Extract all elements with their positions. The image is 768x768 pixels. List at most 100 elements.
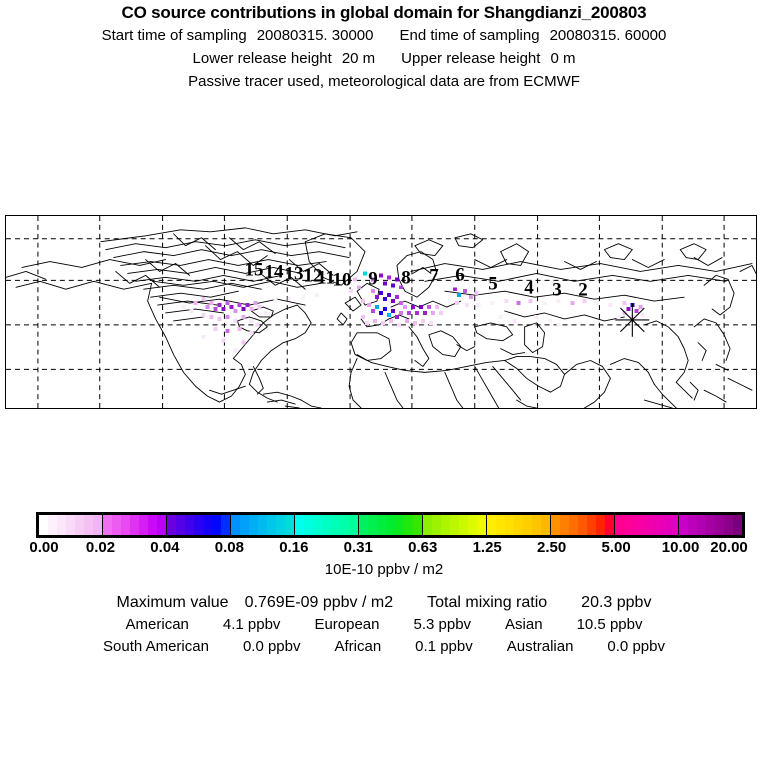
- colorbar-band: [221, 515, 230, 535]
- colorbar-tick-label: 1.25: [472, 539, 502, 556]
- colorbar-tick-label: 10.00: [661, 539, 700, 556]
- header-block: CO source contributions in global domain…: [0, 0, 768, 93]
- region-name-african: African: [334, 638, 382, 655]
- trajectory-day-label: 7: [429, 265, 439, 287]
- colorbar-band: [706, 515, 715, 535]
- colorbar-band: [413, 515, 422, 535]
- trajectory-day-label: 8: [401, 267, 411, 289]
- colorbar-band: [267, 515, 276, 535]
- trajectory-day-label: 4: [524, 277, 534, 299]
- colorbar-band: [514, 515, 523, 535]
- stats-row-northern: American 4.1 ppbv European 5.3 ppbv Asian 10.…: [0, 614, 768, 636]
- colorbar-tick-labels: 0.00 0.02 0.04 0.08 0.16 0.31 0.63 1.25 2.50 5.00…: [0, 539, 768, 557]
- release-height-line: Lower release height 20 m Upper release he…: [0, 47, 768, 70]
- map-panel[interactable]: 15 14 13 12 11 10 9 8 7 6 5 4 3 2: [5, 215, 757, 409]
- colorbar-tick-label: 20.00: [710, 539, 748, 556]
- region-value-european: 5.3 ppbv: [413, 616, 472, 633]
- region-name-south-american: South American: [103, 638, 209, 655]
- colorbar-band: [560, 515, 569, 535]
- colorbar-band: [139, 515, 148, 535]
- total-mixing-ratio-label: Total mixing ratio: [427, 594, 548, 611]
- colorbar-band: [715, 515, 724, 535]
- colorbar-tick-label: 0.08: [214, 539, 244, 556]
- colorbar-band: [697, 515, 706, 535]
- colorbar-band: [359, 515, 368, 535]
- colorbar-band: [340, 515, 349, 535]
- station-marker-shangdianzi[interactable]: [615, 303, 650, 337]
- trajectory-day-label: 5: [488, 273, 498, 295]
- trajectory-day-label: 6: [455, 264, 465, 286]
- colorbar-band: [724, 515, 733, 535]
- region-value-american: 4.1 ppbv: [222, 616, 281, 633]
- trajectory-day-label: 15: [244, 259, 264, 281]
- colorbar-band: [75, 515, 84, 535]
- colorbar-band: [596, 515, 605, 535]
- stats-row-southern: South American 0.0 ppbv African 0.1 ppbv Aus…: [0, 636, 768, 658]
- colorbar-band: [551, 515, 560, 535]
- colorbar-band: [496, 515, 505, 535]
- trajectory-day-label: 11: [317, 267, 335, 289]
- colorbar-band: [304, 515, 313, 535]
- colorbar-band: [121, 515, 130, 535]
- colorbar-band: [39, 515, 48, 535]
- colorbar-band: [651, 515, 660, 535]
- colorbar-tick-label: 0.02: [85, 539, 116, 556]
- colorbar-band: [587, 515, 596, 535]
- colorbar-band: [615, 515, 624, 535]
- colorbar-band: [295, 515, 304, 535]
- trajectory-day-label: 2: [578, 279, 588, 301]
- colorbar-tick-label: 0.04: [150, 539, 180, 556]
- method-note: Passive tracer used, meteorological data…: [188, 73, 580, 90]
- colorbar-band: [688, 515, 697, 535]
- colorbar-band: [642, 515, 651, 535]
- colorbar-segment: [679, 515, 742, 535]
- total-mixing-ratio-value: 20.3 ppbv: [581, 594, 652, 611]
- colorbar-segment: [39, 515, 103, 535]
- statistics-block: Maximum value 0.769E-09 ppbv / m2 Total mi…: [0, 592, 768, 658]
- colorbar-segment: [167, 515, 231, 535]
- region-value-south-american: 0.0 ppbv: [242, 638, 301, 655]
- colorbar-band: [569, 515, 578, 535]
- colorbar-tick-label: 2.50: [537, 539, 567, 556]
- colorbar-band: [313, 515, 322, 535]
- trajectory-day-label: 12: [303, 265, 323, 287]
- colorbar-band: [459, 515, 468, 535]
- colorbar-segment: [103, 515, 167, 535]
- colorbar-band: [66, 515, 75, 535]
- colorbar-band: [231, 515, 240, 535]
- colorbar-band: [386, 515, 395, 535]
- colorbar-band: [532, 515, 541, 535]
- region-name-asian: Asian: [505, 616, 543, 633]
- coastlines: [6, 227, 756, 408]
- colorbar-band: [84, 515, 93, 535]
- colorbar-tick-label: 0.31: [343, 539, 373, 556]
- colorbar-band: [624, 515, 633, 535]
- colorbar-band: [377, 515, 386, 535]
- colorbar-band: [157, 515, 166, 535]
- colorbar-segment: [615, 515, 679, 535]
- colorbar-band: [679, 515, 688, 535]
- trajectory-day-label: 13: [284, 263, 304, 285]
- colorbar-band: [93, 515, 102, 535]
- region-value-asian: 10.5 ppbv: [576, 616, 643, 633]
- trajectory-day-label: 10: [332, 269, 352, 291]
- colorbar-segment: [359, 515, 423, 535]
- upper-height-label: Upper release height: [401, 50, 541, 67]
- colorbar-band: [249, 515, 258, 535]
- colorbar-band: [258, 515, 267, 535]
- lower-height-value: 20 m: [341, 50, 376, 67]
- trajectory-day-label: 9: [368, 268, 378, 290]
- trajectory-day-label: 3: [552, 279, 562, 301]
- colorbar-band: [660, 515, 669, 535]
- colorbar-band: [404, 515, 413, 535]
- maximum-value-label: Maximum value: [116, 594, 229, 611]
- colorbar-band: [322, 515, 331, 535]
- colorbar-band: [578, 515, 587, 535]
- colorbar-band: [505, 515, 514, 535]
- region-name-european: European: [314, 616, 380, 633]
- colorbar-band: [130, 515, 139, 535]
- region-value-african: 0.1 ppbv: [415, 638, 473, 655]
- colorbar-band: [432, 515, 441, 535]
- colorbar-segment: [551, 515, 615, 535]
- footprint-plume: [181, 271, 645, 353]
